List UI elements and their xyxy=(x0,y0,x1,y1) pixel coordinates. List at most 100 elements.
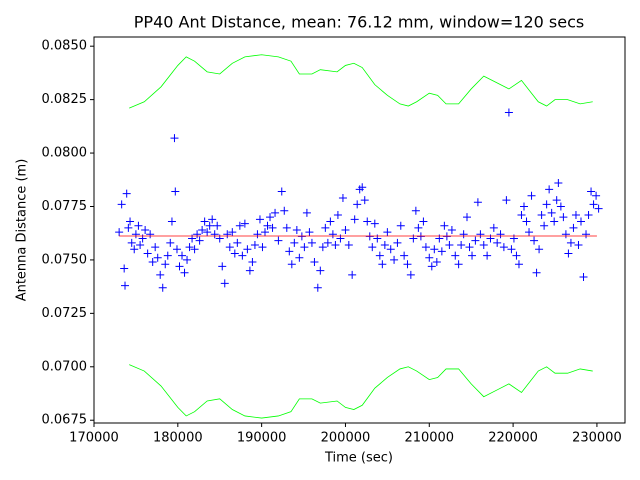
data-point xyxy=(579,273,588,282)
data-point xyxy=(134,221,143,230)
data-point xyxy=(476,230,485,239)
data-point xyxy=(285,247,294,256)
data-point xyxy=(323,238,332,247)
data-point xyxy=(489,223,498,232)
data-point xyxy=(295,253,304,262)
plot-frame xyxy=(93,36,626,424)
x-tick-label: 180000 xyxy=(153,431,203,446)
data-point xyxy=(263,221,272,230)
data-point xyxy=(525,228,534,237)
data-point xyxy=(386,245,395,254)
data-point xyxy=(471,236,480,245)
data-point xyxy=(136,240,145,249)
data-point xyxy=(223,230,232,239)
data-line xyxy=(129,54,593,109)
data-point xyxy=(287,260,296,269)
data-point xyxy=(527,191,536,200)
data-point xyxy=(198,226,207,234)
data-point xyxy=(115,228,124,237)
data-point xyxy=(200,217,209,226)
y-axis-label: Antenna Distance (m) xyxy=(15,159,30,302)
data-point xyxy=(462,213,471,222)
data-point xyxy=(353,200,362,209)
data-point xyxy=(540,221,549,230)
data-point xyxy=(190,245,199,254)
x-tick-label: 170000 xyxy=(69,431,119,446)
data-point xyxy=(321,223,330,232)
data-point xyxy=(166,238,175,247)
x-tick-label: 220000 xyxy=(488,431,538,446)
data-point xyxy=(370,219,379,228)
data-point xyxy=(178,251,187,260)
x-tick-label: 210000 xyxy=(404,431,454,446)
data-point xyxy=(305,228,314,237)
data-point xyxy=(300,243,309,252)
data-point xyxy=(180,268,189,277)
y-tick-label: 0.0850 xyxy=(42,39,88,54)
data-point xyxy=(564,249,573,258)
data-point xyxy=(504,108,513,117)
data-point xyxy=(328,230,337,239)
data-point xyxy=(245,266,254,275)
data-point xyxy=(307,238,316,247)
data-point xyxy=(344,240,353,249)
data-point xyxy=(473,198,482,207)
data-point xyxy=(447,226,456,234)
data-point xyxy=(171,187,180,196)
data-point xyxy=(566,238,575,247)
data-point xyxy=(117,200,126,209)
data-point xyxy=(271,208,280,217)
data-point xyxy=(313,283,322,292)
data-point xyxy=(141,226,150,234)
data-point xyxy=(517,211,526,220)
data-point xyxy=(158,283,167,292)
data-point xyxy=(421,243,430,252)
data-point xyxy=(151,243,160,252)
data-point xyxy=(442,232,451,241)
data-point xyxy=(131,230,140,239)
data-point xyxy=(238,251,247,260)
data-point xyxy=(552,196,561,205)
data-point xyxy=(400,251,409,260)
data-point xyxy=(468,251,477,260)
data-point xyxy=(341,226,350,234)
data-point xyxy=(561,230,570,239)
data-point xyxy=(253,230,262,239)
data-point xyxy=(556,202,565,211)
data-point xyxy=(282,223,291,232)
data-point xyxy=(437,247,446,256)
data-point xyxy=(445,240,454,249)
data-point xyxy=(532,268,541,277)
data-point xyxy=(310,258,319,267)
data-point xyxy=(493,238,502,247)
data-point xyxy=(554,178,563,187)
data-point xyxy=(535,245,544,254)
chart-title: PP40 Ant Distance, mean: 76.12 mm, windo… xyxy=(134,13,584,32)
data-point xyxy=(255,215,264,224)
data-point xyxy=(589,200,598,209)
data-point xyxy=(235,221,244,230)
data-point xyxy=(175,262,184,271)
data-point xyxy=(331,240,340,249)
data-point xyxy=(396,221,405,230)
data-point xyxy=(280,206,289,215)
data-point xyxy=(594,204,603,213)
data-point xyxy=(479,240,488,249)
data-point xyxy=(383,228,392,237)
data-point xyxy=(170,134,179,143)
data-point xyxy=(454,260,463,269)
data-point xyxy=(126,217,135,226)
data-point xyxy=(403,260,412,269)
data-point xyxy=(195,236,204,245)
data-point xyxy=(457,240,466,249)
data-point xyxy=(277,187,286,196)
data-point xyxy=(414,223,423,232)
data-point xyxy=(120,264,129,273)
data-point xyxy=(550,217,559,226)
y-tick-label: 0.0750 xyxy=(42,252,88,267)
data-point xyxy=(514,260,523,269)
data-point xyxy=(183,255,192,264)
data-point xyxy=(358,183,367,192)
data-point xyxy=(230,249,239,258)
data-point xyxy=(316,266,325,275)
